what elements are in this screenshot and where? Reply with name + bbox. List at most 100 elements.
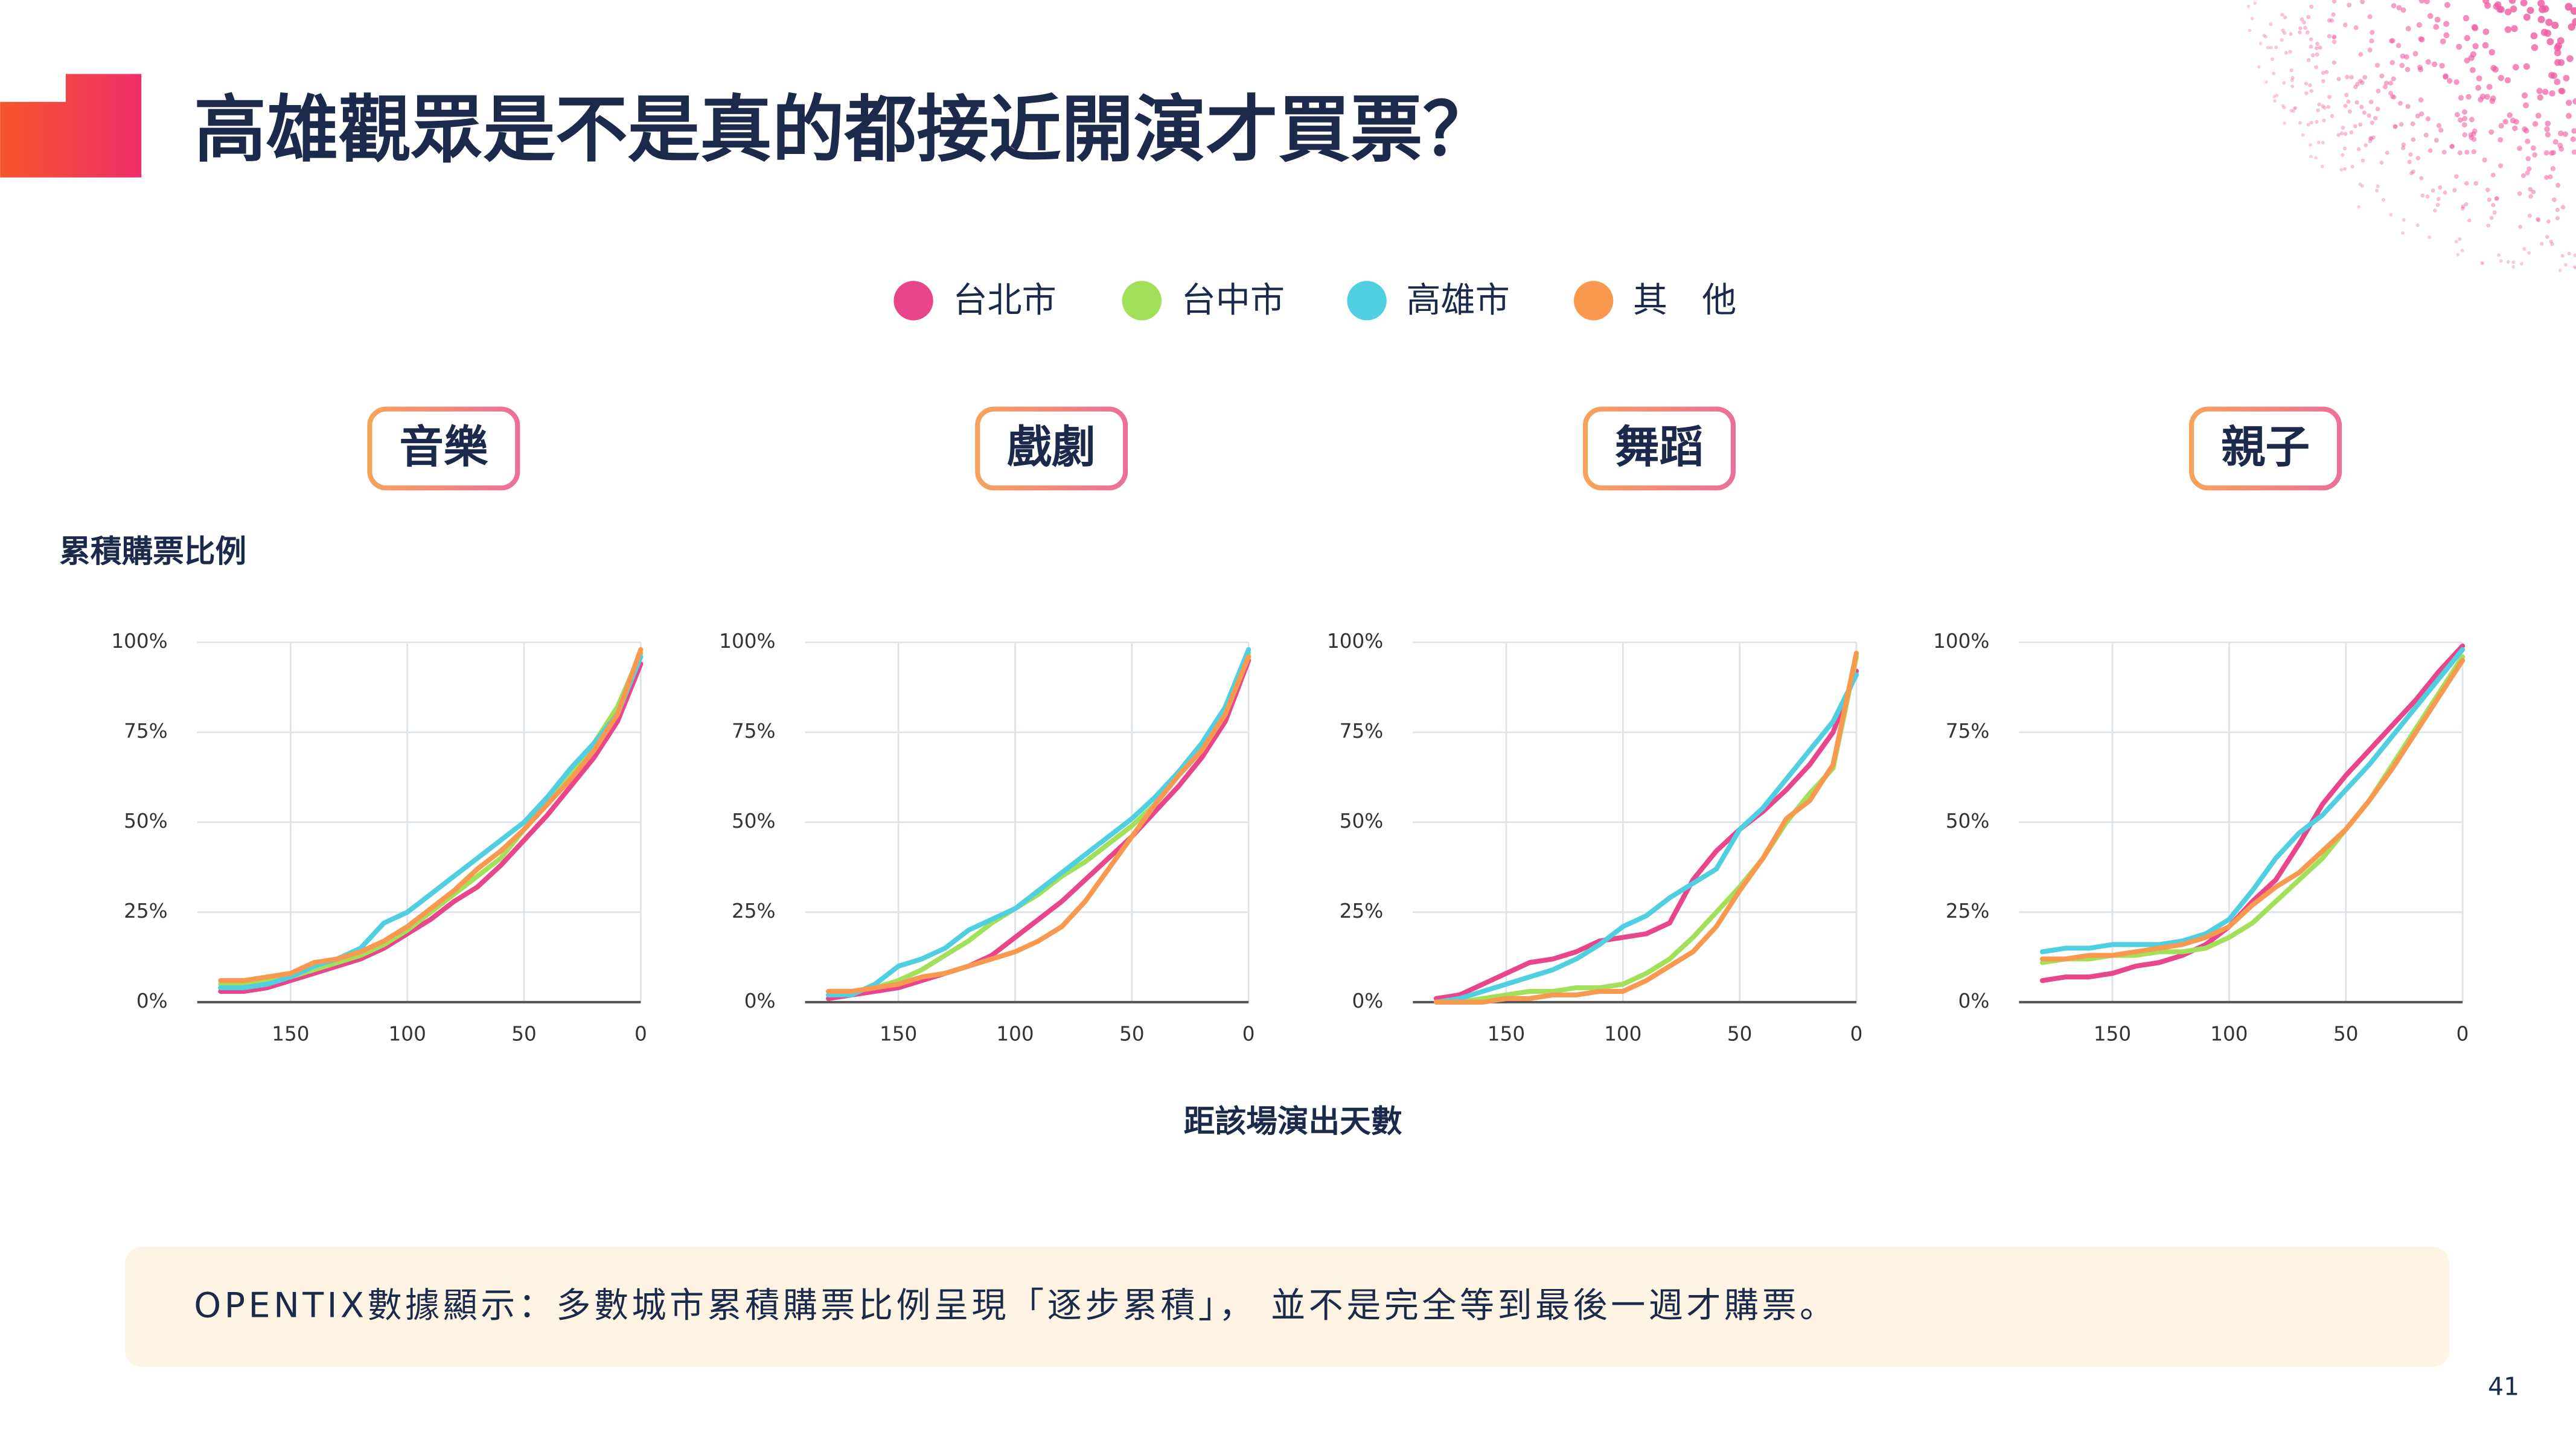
dot	[2443, 190, 2447, 195]
dot	[2518, 225, 2523, 229]
dot	[2550, 242, 2554, 246]
dot	[2549, 239, 2553, 244]
dot	[2461, 204, 2466, 209]
dot	[2560, 205, 2566, 210]
dot	[2275, 94, 2279, 97]
dot	[2332, 35, 2337, 40]
y-tick-label: 75%	[1340, 720, 1384, 743]
dot	[2572, 98, 2576, 105]
dot	[2399, 62, 2405, 68]
dot	[2531, 44, 2539, 51]
dot	[2415, 114, 2420, 119]
dot	[2318, 45, 2322, 50]
dot	[2554, 49, 2562, 57]
legend-swatch	[893, 281, 933, 321]
dot	[2436, 123, 2442, 129]
dot	[2306, 123, 2310, 127]
dot	[2462, 132, 2468, 138]
y-axis-label: 累積購票比例	[59, 534, 246, 570]
dot	[2499, 259, 2503, 263]
dot	[2504, 77, 2511, 84]
dot	[2498, 6, 2505, 13]
dot	[2560, 254, 2565, 258]
dot	[2425, 59, 2431, 65]
dot	[2342, 146, 2347, 150]
dot	[2512, 125, 2518, 132]
y-tick-label: 75%	[124, 720, 168, 743]
dot	[2405, 104, 2411, 109]
dot	[2395, 42, 2402, 48]
chart-title-box	[367, 406, 520, 491]
dot	[2536, 218, 2541, 223]
series-line	[1433, 672, 1859, 1005]
series-line	[826, 654, 1251, 994]
dot	[2517, 191, 2522, 196]
dot	[2563, 263, 2568, 267]
dot	[2253, 1, 2257, 5]
dot	[2315, 42, 2319, 46]
dot	[2321, 78, 2325, 83]
dot	[2457, 150, 2463, 156]
x-tick-label: 50	[511, 1022, 537, 1045]
dot	[2520, 0, 2528, 7]
dot	[2309, 89, 2314, 93]
dot	[2326, 104, 2331, 109]
dot	[2433, 24, 2440, 30]
dot	[2506, 260, 2510, 264]
dot	[2532, 152, 2537, 158]
dot	[2431, 61, 2438, 68]
dot	[2424, 0, 2430, 4]
dot	[2289, 109, 2293, 113]
dot	[2537, 16, 2545, 24]
dot	[2441, 150, 2447, 155]
dot	[2320, 164, 2324, 168]
dot	[2306, 58, 2311, 62]
dot	[2330, 114, 2335, 118]
dot	[2416, 22, 2423, 28]
dot	[2536, 88, 2543, 94]
chart-title-box	[2189, 406, 2342, 491]
dot	[2461, 206, 2465, 211]
dot	[2527, 251, 2531, 255]
dot	[2484, 2, 2491, 9]
y-tick-label: 50%	[124, 810, 168, 833]
dot	[2525, 170, 2530, 176]
dot	[2562, 131, 2569, 137]
dot	[2443, 21, 2450, 27]
dot	[2358, 52, 2363, 57]
dot	[2306, 14, 2311, 19]
dot	[2472, 43, 2479, 50]
y-tick-label: 50%	[1946, 810, 1990, 833]
dot	[2298, 30, 2302, 34]
dot	[2314, 46, 2319, 51]
dot	[2532, 121, 2539, 127]
dot	[2327, 95, 2332, 99]
dot	[2573, 253, 2576, 257]
y-tick-label: 100%	[111, 630, 167, 653]
note-text: OPENTIX數據顯示：多數城市累積購票比例呈現「逐步累積」， 並不是完全等到最…	[194, 1286, 1837, 1326]
dot	[2418, 0, 2425, 4]
dot	[2548, 174, 2553, 179]
dot	[2264, 34, 2268, 39]
dot	[2545, 120, 2551, 127]
dot	[2347, 109, 2352, 114]
dot	[2409, 171, 2414, 176]
dot	[2269, 22, 2273, 27]
dot	[2309, 155, 2313, 159]
dot	[2283, 121, 2286, 125]
dot	[2272, 71, 2276, 75]
dot	[2399, 122, 2404, 127]
dot	[2353, 124, 2357, 129]
dot	[2571, 128, 2576, 134]
dot	[2321, 71, 2325, 75]
dot	[2302, 20, 2306, 25]
dot	[2530, 145, 2536, 151]
x-tick-label: 100	[2210, 1022, 2248, 1045]
dot	[2498, 123, 2504, 129]
dot	[2248, 28, 2252, 33]
dot	[2281, 104, 2285, 107]
dot	[2289, 32, 2293, 36]
series-line	[1433, 654, 1859, 1005]
dot	[2511, 25, 2518, 33]
